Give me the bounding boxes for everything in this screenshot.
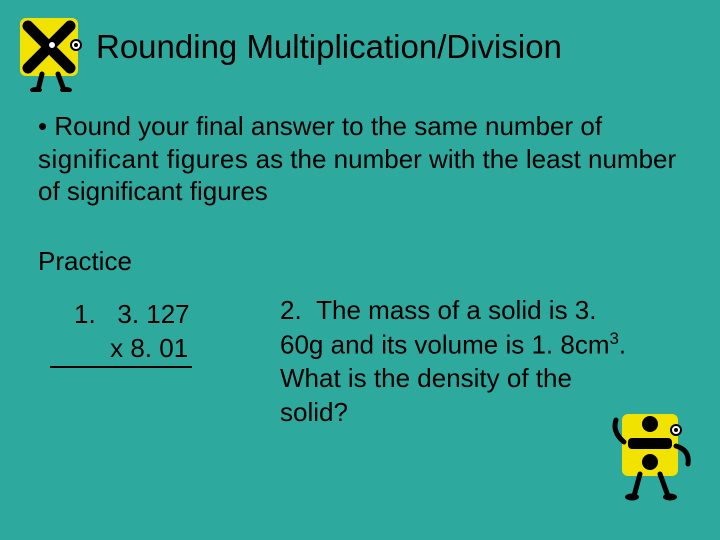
problem-1-bottom-num: x 8. 01 [110, 333, 188, 363]
divide-character-icon [608, 402, 696, 502]
bullet-marker: • [38, 111, 54, 141]
problem-1: 1. 3. 127 x 8. 01 [74, 298, 192, 368]
practice-label: Practice [38, 246, 132, 277]
problem-2-text-a: The mass of a solid is 3. 60g and its vo… [280, 295, 610, 359]
problem-1-top: 3. 127 [117, 299, 189, 329]
problem-1-label: 1. [74, 299, 96, 329]
body-part1: Round your final answer to the same numb… [54, 111, 602, 141]
problem-2-label: 2. [280, 295, 302, 325]
multiply-character-icon [14, 12, 94, 92]
problem-2-exponent: 3 [610, 329, 619, 348]
problem-1-bottom: x 8. 01 [50, 332, 192, 368]
problem-2: 2. The mass of a solid is 3. 60g and its… [280, 294, 640, 430]
slide-title: Rounding Multiplication/Division [96, 28, 562, 66]
body-bullet: • Round your final answer to the same nu… [38, 110, 678, 208]
body-sigfig: significant figures [38, 144, 248, 174]
